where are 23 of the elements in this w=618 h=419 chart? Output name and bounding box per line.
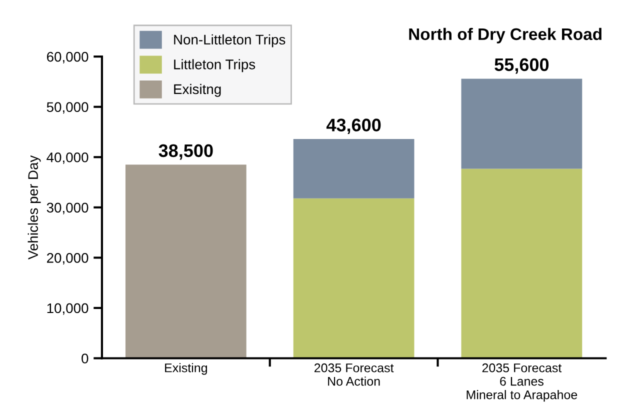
x-tick-label: 2035 Forecast 6 Lanes Mineral to Arapahoe	[466, 363, 578, 402]
bar	[461, 78, 582, 169]
x-tick-label: 2035 Forecast No Action	[314, 363, 394, 386]
bar	[125, 164, 246, 358]
y-tick-label: 30,000	[46, 202, 88, 214]
y-tick-label: 10,000	[47, 303, 88, 315]
bar	[293, 139, 414, 198]
x-tick-label: Existing	[165, 363, 207, 375]
chart-title: North of Dry Creek Road	[409, 28, 602, 44]
y-tick-label: 20,000	[47, 253, 88, 264]
y-tick-label: 40,000	[46, 152, 88, 164]
total-label: 55,600	[494, 58, 549, 74]
y-tick-label: 0	[82, 354, 88, 364]
legend-label: Non-Littleton Trips	[174, 34, 286, 48]
bar	[461, 168, 582, 358]
y-tick-label: 60,000	[47, 52, 88, 64]
y-tick-label: 50,000	[46, 102, 88, 114]
legend-label: Exisitng	[174, 84, 221, 97]
y-axis-title: Vehicles per Day	[28, 155, 41, 260]
bar	[293, 198, 414, 358]
total-label: 38,500	[158, 144, 213, 160]
total-label: 43,600	[326, 118, 381, 134]
legend-label: Littleton Trips	[174, 59, 256, 72]
